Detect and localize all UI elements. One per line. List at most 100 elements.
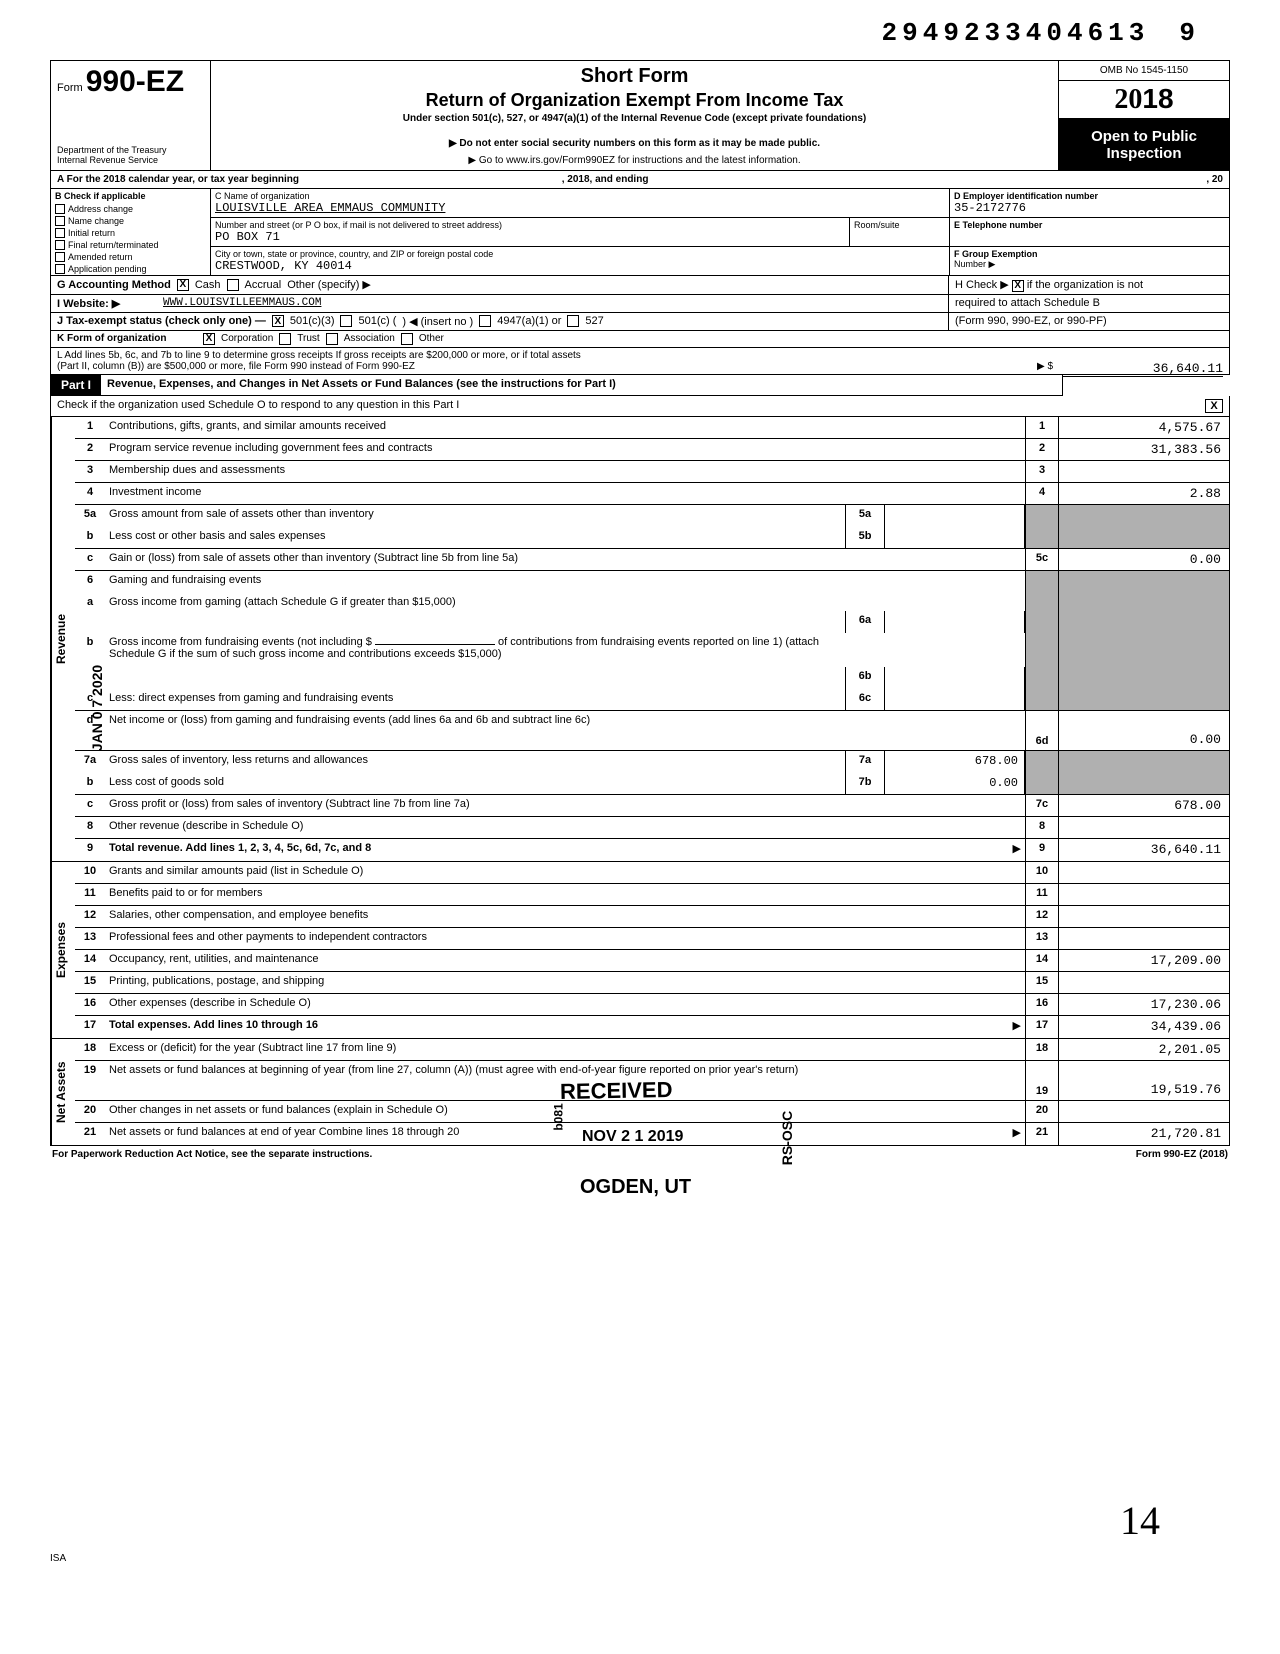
dept-text: Department of the Treasury Internal Reve… (57, 146, 204, 166)
under-section: Under section 501(c), 527, or 4947(a)(1)… (217, 113, 1052, 124)
line-7c: c Gross profit or (loss) from sales of i… (75, 795, 1229, 817)
checkbox-icon (55, 204, 65, 214)
line-amt (1059, 928, 1229, 949)
h-text2: if the organization is not (1027, 279, 1143, 291)
revenue-body: 1 Contributions, gifts, grants, and simi… (75, 417, 1229, 861)
line-15: 15Printing, publications, postage, and s… (75, 972, 1229, 994)
l-amount: 36,640.11 (1063, 361, 1223, 377)
chk-lbl: Final return/terminated (68, 240, 159, 250)
line-num: 12 (75, 906, 105, 927)
line-num: 21 (75, 1123, 105, 1145)
line-20: 20Other changes in net assets or fund ba… (75, 1101, 1229, 1123)
line-amt: 678.00 (1059, 795, 1229, 816)
section-c: C Name of organization LOUISVILLE AREA E… (211, 189, 949, 275)
chk-assoc[interactable] (326, 333, 338, 345)
line-desc: Less cost of goods sold (105, 773, 845, 794)
part-1-sub-check[interactable]: X (1205, 399, 1223, 413)
chk-lbl: Amended return (68, 252, 133, 262)
l-line1: L Add lines 5b, 6c, and 7b to line 9 to … (57, 350, 1223, 361)
line-rnum: 10 (1025, 862, 1059, 883)
line-num: d (75, 711, 105, 750)
chk-final-return[interactable]: Final return/terminated (51, 239, 210, 251)
short-form-label: Short Form (217, 65, 1052, 88)
line-16: 16Other expenses (describe in Schedule O… (75, 994, 1229, 1016)
row-a-mid: , 2018, and ending (562, 174, 649, 185)
city-cell: City or town, state or province, country… (211, 247, 949, 275)
shade (1025, 571, 1059, 593)
isa-label: ISA (50, 1553, 66, 1564)
line-desc: Printing, publications, postage, and shi… (105, 972, 1025, 993)
revenue-section: Revenue 1 Contributions, gifts, grants, … (50, 417, 1230, 862)
line-num: 1 (75, 417, 105, 438)
line-3: 3 Membership dues and assessments 3 (75, 461, 1229, 483)
chk-4947[interactable] (479, 315, 491, 327)
chk-cash[interactable]: X (177, 279, 189, 291)
chk-accrual[interactable] (227, 279, 239, 291)
checkbox-icon (55, 240, 65, 250)
line-desc: Gross income from fundraising events (no… (105, 633, 845, 689)
chk-app-pending[interactable]: Application pending (51, 263, 210, 275)
chk-501c[interactable] (340, 315, 352, 327)
chk-address-change[interactable]: Address change (51, 203, 210, 215)
line-rnum: 16 (1025, 994, 1059, 1015)
shade (1059, 593, 1229, 633)
chk-lbl: Address change (68, 204, 133, 214)
line-17: 17Total expenses. Add lines 10 through 1… (75, 1016, 1229, 1038)
line-desc: Gross income from gaming (attach Schedul… (105, 593, 845, 633)
year-suffix: 18 (1142, 83, 1173, 114)
line-18: 18Excess or (deficit) for the year (Subt… (75, 1039, 1229, 1061)
line-desc: Gross profit or (loss) from sales of inv… (105, 795, 1025, 816)
chk-corp[interactable]: X (203, 333, 215, 345)
part-1-tab: Part I (51, 375, 101, 395)
mid-box: 5b (845, 527, 885, 548)
line-num: 20 (75, 1101, 105, 1122)
netassets-side-label: Net Assets (51, 1039, 75, 1145)
line-desc: Net income or (loss) from gaming and fun… (105, 711, 1025, 750)
row-k: K Form of organization XCorporation Trus… (50, 331, 1230, 348)
line-num: 6 (75, 571, 105, 593)
chk-amended[interactable]: Amended return (51, 251, 210, 263)
footer-left: For Paperwork Reduction Act Notice, see … (52, 1149, 372, 1160)
chk-527[interactable] (567, 315, 579, 327)
chk-initial-return[interactable]: Initial return (51, 227, 210, 239)
line-12: 12Salaries, other compensation, and empl… (75, 906, 1229, 928)
k-assoc: Association (344, 333, 395, 344)
line-rnum: 1 (1025, 417, 1059, 438)
shade (1059, 505, 1229, 527)
line-desc: Gross amount from sale of assets other t… (105, 505, 845, 527)
row-a-tax-year: A For the 2018 calendar year, or tax yea… (50, 171, 1230, 189)
line-rnum: 11 (1025, 884, 1059, 905)
chk-501c3[interactable]: X (272, 315, 284, 327)
shade (1025, 505, 1059, 527)
line-13: 13Professional fees and other payments t… (75, 928, 1229, 950)
line-11: 11Benefits paid to or for members11 (75, 884, 1229, 906)
line-desc: Salaries, other compensation, and employ… (105, 906, 1025, 927)
line-num: b (75, 527, 105, 548)
chk-name-change[interactable]: Name change (51, 215, 210, 227)
form-header: Form 990-EZ Department of the Treasury I… (50, 60, 1230, 171)
line-desc: Net assets or fund balances at end of ye… (105, 1123, 1025, 1145)
part-1-sub-text: Check if the organization used Schedule … (57, 399, 1205, 413)
line-rnum: 13 (1025, 928, 1059, 949)
chk-trust[interactable] (279, 333, 291, 345)
l6b-d1: Gross income from fundraising events (no… (109, 636, 372, 648)
c-name-value: LOUISVILLE AREA EMMAUS COMMUNITY (215, 201, 945, 215)
chk-kother[interactable] (401, 333, 413, 345)
row-a-right: , 20 (973, 174, 1223, 185)
line-desc: Gain or (loss) from sale of assets other… (105, 549, 1025, 570)
line-amt: 0.00 (1059, 549, 1229, 570)
line-desc: Other changes in net assets or fund bala… (105, 1101, 1025, 1122)
g-lead: G Accounting Method (57, 279, 171, 291)
line-rnum: 15 (1025, 972, 1059, 993)
mid-box: 6a (845, 611, 885, 633)
chk-lbl: Application pending (68, 264, 147, 274)
i-lead: I Website: ▶ (57, 297, 157, 310)
shade (1059, 751, 1229, 773)
chk-h[interactable]: X (1012, 280, 1024, 292)
line-amt: 31,383.56 (1059, 439, 1229, 460)
line-amt (1059, 461, 1229, 482)
line-rnum: 4 (1025, 483, 1059, 504)
row-a-left-text: A For the 2018 calendar year, or tax yea… (57, 174, 299, 185)
line-amt: 21,720.81 (1059, 1123, 1229, 1145)
row-gh: G Accounting Method XCash Accrual Other … (50, 276, 1230, 295)
